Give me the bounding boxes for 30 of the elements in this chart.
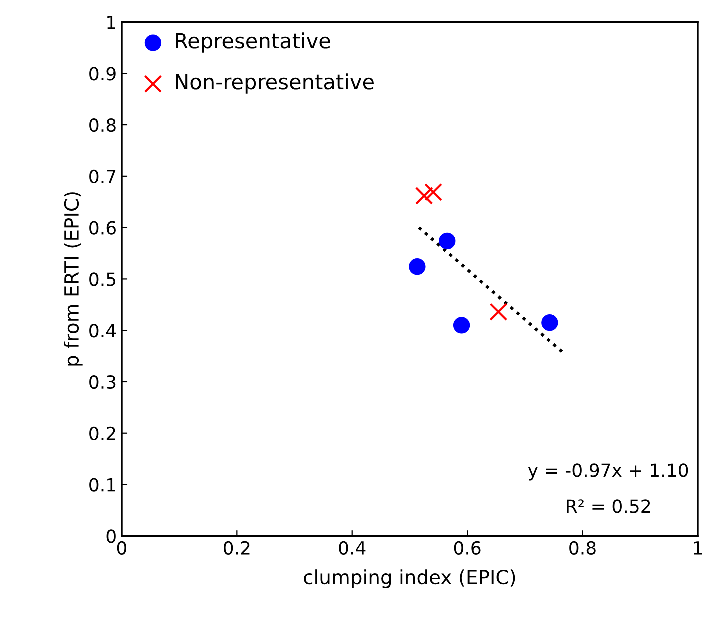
y-axis-title: p from ERTI (EPIC): [64, 192, 83, 366]
annotation: R² = 0.52: [567, 500, 650, 514]
point: [453, 317, 470, 334]
y-tick-label: 1: [108, 16, 116, 30]
point: [409, 258, 426, 276]
point: [490, 303, 508, 322]
point: [415, 186, 434, 205]
y-tick-label: 0.4: [90, 324, 116, 338]
y-tick-label: 0.1: [90, 478, 116, 492]
point: [424, 183, 443, 202]
x-axis-title: clumping index (EPIC): [304, 570, 516, 588]
y-tick-label: 0.9: [90, 67, 116, 81]
x-tick-label: 0.4: [339, 541, 366, 555]
y-tick-label: 0.6: [90, 221, 116, 235]
y-tick-label: 0.2: [90, 426, 116, 440]
annotation: y = -0.97x + 1.10: [528, 464, 688, 481]
x-tick-label: 0.6: [454, 541, 481, 555]
y-tick-label: 0.3: [90, 375, 116, 390]
legend-label: Representative: [176, 32, 330, 53]
point: [439, 232, 456, 250]
y-tick-label: 0.7: [90, 170, 116, 184]
x-tick-label: 0.2: [224, 541, 250, 555]
x-tick-label: 0: [117, 541, 127, 555]
x-tick-label: 1: [694, 542, 702, 555]
y-tick-label: 0.8: [90, 118, 116, 132]
point: [542, 314, 558, 332]
x-tick-label: 0.8: [570, 541, 596, 555]
y-tick-label: 0: [106, 530, 116, 544]
y-tick-label: 0.5: [90, 272, 116, 286]
legend-label: Non-representative: [176, 74, 374, 94]
